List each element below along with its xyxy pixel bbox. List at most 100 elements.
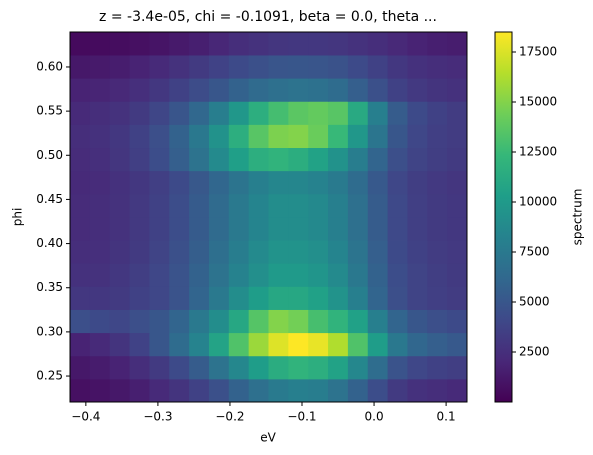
cell bbox=[248, 147, 269, 172]
cell bbox=[407, 240, 428, 264]
cell bbox=[387, 147, 408, 172]
cell bbox=[367, 309, 389, 334]
cell bbox=[70, 54, 91, 79]
cell bbox=[189, 286, 210, 310]
cell bbox=[129, 263, 150, 287]
cell bbox=[367, 240, 389, 264]
cell bbox=[89, 355, 111, 380]
cell bbox=[387, 309, 408, 334]
y-tick-label: 0.60 bbox=[36, 59, 63, 73]
cell bbox=[129, 355, 150, 380]
cell bbox=[328, 193, 349, 218]
cell bbox=[169, 332, 190, 357]
cell bbox=[228, 332, 250, 357]
cell bbox=[407, 78, 428, 102]
cell bbox=[367, 286, 389, 310]
cell bbox=[228, 240, 250, 264]
cell bbox=[447, 355, 467, 380]
cell bbox=[70, 309, 91, 334]
cell bbox=[268, 32, 289, 56]
x-tick-label: 0.1 bbox=[437, 410, 456, 424]
cell bbox=[169, 286, 190, 310]
cell bbox=[387, 193, 408, 218]
cell bbox=[89, 240, 111, 264]
cell bbox=[308, 216, 329, 241]
cell bbox=[427, 54, 448, 79]
cell bbox=[308, 378, 329, 402]
cell bbox=[109, 286, 131, 310]
cell bbox=[109, 216, 131, 241]
cell bbox=[268, 170, 289, 195]
cell bbox=[347, 355, 369, 380]
cell bbox=[109, 309, 131, 334]
cell bbox=[70, 263, 91, 287]
cell bbox=[129, 124, 150, 149]
cell bbox=[367, 54, 389, 79]
cell bbox=[328, 286, 349, 310]
y-tick-label: 0.35 bbox=[36, 280, 63, 294]
cell bbox=[208, 240, 230, 264]
cell bbox=[228, 32, 250, 56]
cell bbox=[328, 101, 349, 125]
cell bbox=[268, 263, 289, 287]
cell bbox=[89, 54, 111, 79]
colorbar-tick-label: 5000 bbox=[519, 295, 550, 309]
cell bbox=[367, 124, 389, 149]
cell bbox=[328, 54, 349, 79]
cell bbox=[89, 263, 111, 287]
cell bbox=[308, 309, 329, 334]
cell bbox=[109, 147, 131, 172]
cell bbox=[387, 32, 408, 56]
cell bbox=[70, 378, 91, 402]
cell bbox=[367, 216, 389, 241]
cell bbox=[268, 147, 289, 172]
cell bbox=[208, 309, 230, 334]
y-tick-label: 0.25 bbox=[36, 369, 63, 383]
cell bbox=[189, 32, 210, 56]
cell bbox=[129, 147, 150, 172]
cell bbox=[328, 240, 349, 264]
cell bbox=[89, 170, 111, 195]
cell bbox=[228, 378, 250, 402]
cell bbox=[149, 32, 170, 56]
cell bbox=[228, 101, 250, 125]
cell bbox=[208, 286, 230, 310]
cell bbox=[427, 124, 448, 149]
cell bbox=[407, 286, 428, 310]
cell bbox=[288, 332, 309, 357]
cell bbox=[129, 332, 150, 357]
cell bbox=[268, 332, 289, 357]
cell bbox=[70, 124, 91, 149]
cell bbox=[447, 54, 467, 79]
cell bbox=[208, 170, 230, 195]
cell bbox=[189, 147, 210, 172]
cell bbox=[70, 355, 91, 380]
cell bbox=[228, 170, 250, 195]
cell bbox=[447, 124, 467, 149]
cell bbox=[70, 216, 91, 241]
cell bbox=[149, 378, 170, 402]
y-tick-label: 0.45 bbox=[36, 192, 63, 206]
cell bbox=[129, 216, 150, 241]
cell bbox=[149, 286, 170, 310]
cell bbox=[427, 32, 448, 56]
cell bbox=[447, 286, 467, 310]
cell bbox=[149, 170, 170, 195]
cell bbox=[169, 147, 190, 172]
cell bbox=[248, 78, 269, 102]
cell bbox=[447, 101, 467, 125]
cell bbox=[347, 124, 369, 149]
cell bbox=[328, 78, 349, 102]
cell bbox=[407, 147, 428, 172]
cell bbox=[89, 101, 111, 125]
cell bbox=[367, 32, 389, 56]
cell bbox=[228, 263, 250, 287]
cell bbox=[149, 193, 170, 218]
cell bbox=[248, 54, 269, 79]
cell bbox=[387, 124, 408, 149]
cell bbox=[288, 286, 309, 310]
cell bbox=[89, 286, 111, 310]
cell bbox=[268, 124, 289, 149]
cell bbox=[169, 216, 190, 241]
cell bbox=[70, 101, 91, 125]
